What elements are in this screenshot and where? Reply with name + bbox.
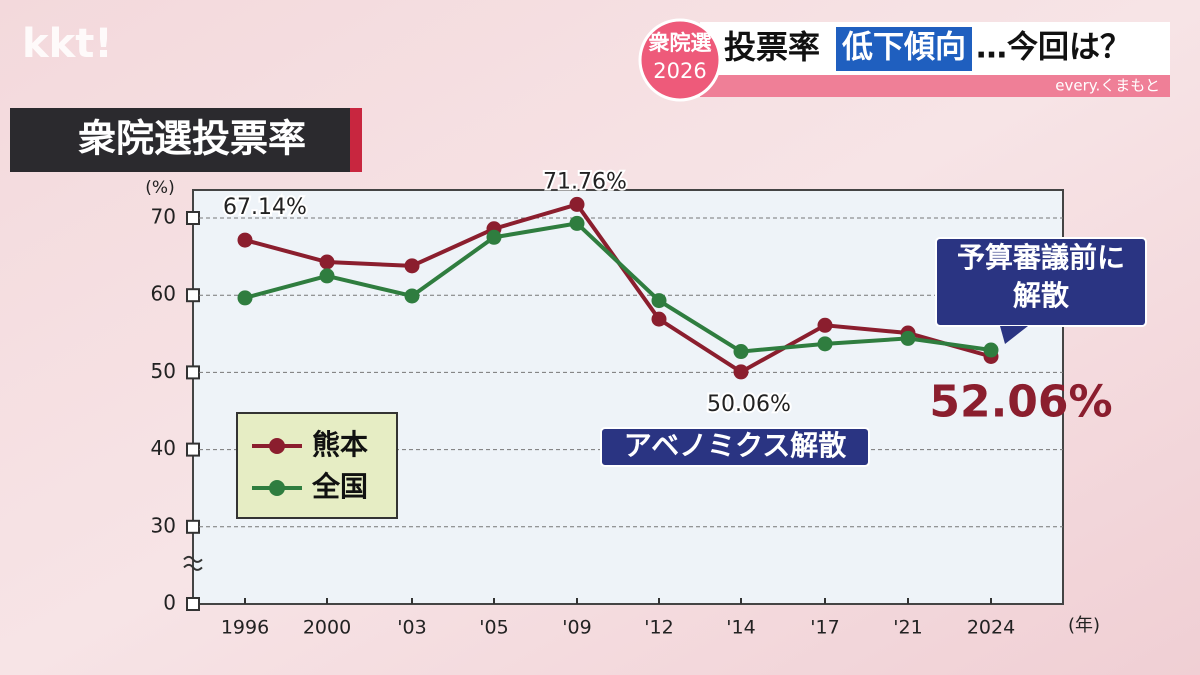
y-tick-mark [186,519,200,534]
data-point [569,215,585,231]
y-tick-label: 30 [151,513,176,537]
y-tick-label: 50 [151,359,176,383]
value-label: 71.76% [543,169,627,194]
data-point [733,364,749,380]
data-point [817,336,833,352]
badge [638,18,722,102]
legend-label: 全国 [311,470,368,503]
y-tick-mark [186,365,200,380]
annotation-box [935,237,1147,327]
x-tick-label: 1996 [221,617,269,639]
data-point [237,290,253,306]
annotation-text: 予算審議前に [957,241,1125,274]
program-strip [700,75,1170,97]
program-name: every.くまもと [1055,77,1160,95]
x-tick-label: '14 [726,617,755,639]
y-tick-label: 70 [151,205,176,229]
annotation-text: アベノミクス解散 [624,429,847,462]
chart-title: 衆院選投票率 [78,117,306,161]
annotation-text: 解散 [1013,279,1069,312]
legend-marker [269,438,285,454]
x-tick-label: '12 [644,617,673,639]
x-tick-label: '05 [479,617,508,639]
x-tick-label: 2000 [303,617,351,639]
highlight-box [836,27,972,71]
y-tick-mark [186,597,200,611]
x-tick-label: '21 [893,617,922,639]
headline: …今回は？ [976,30,1131,66]
data-point [651,293,667,309]
value-label: 50.06% [707,392,791,417]
headline: 投票率 [724,28,820,66]
annotation-pointer [1000,326,1028,344]
data-point [817,317,833,333]
series-line [244,221,992,354]
x-tick-label: 2024 [967,617,1015,639]
data-point [983,342,999,358]
legend-label: 熊本 [312,428,368,461]
data-point [237,232,253,248]
y-tick-label: 0 [163,591,176,615]
legend-marker [269,480,285,496]
data-point [404,258,420,274]
data-point [404,288,420,304]
plot-area [192,189,1064,605]
title-box [10,108,350,172]
y-unit: (%) [145,178,174,198]
data-point [900,330,916,346]
data-point [319,268,335,284]
badge-bottom: 2026 [653,59,706,83]
data-point [651,311,667,327]
y-tick-label: 40 [151,436,176,460]
x-tick-label: '17 [810,617,839,639]
y-tick-mark [186,211,200,225]
legend-box [236,412,398,519]
headline: 低下傾向 [841,30,966,66]
value-label-highlight: 52.06% [929,376,1112,427]
x-tick-label: '09 [562,617,591,639]
data-point [486,229,502,245]
y-tick-mark [186,442,200,457]
data-point [733,344,749,360]
data-point [319,254,335,270]
value-label: 67.14% [223,195,307,220]
x-tick-label: '03 [397,617,426,639]
y-tick-mark [186,288,200,303]
badge-top: 衆院選 [649,31,712,55]
x-unit: (年) [1068,615,1100,636]
axis-break [183,555,203,571]
annotation-box [600,427,870,467]
y-tick-label: 60 [151,282,176,306]
data-point [569,196,585,212]
logo: kkt! [22,21,113,67]
